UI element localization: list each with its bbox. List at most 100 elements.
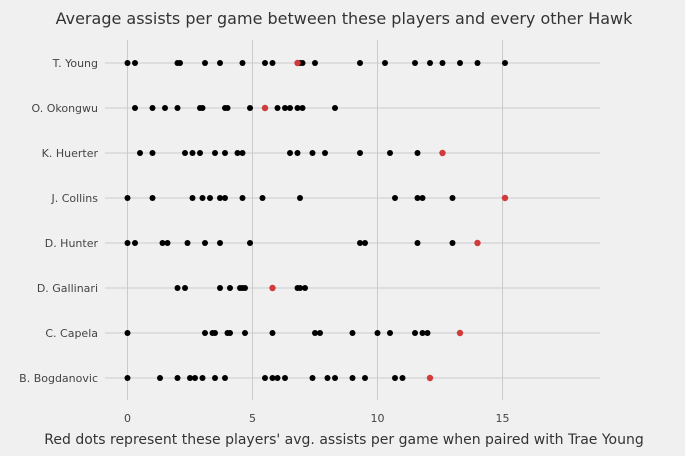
x-tick-label: 10 xyxy=(371,412,385,425)
data-point xyxy=(332,105,338,111)
y-tick-label: T. Young xyxy=(52,57,98,70)
data-point xyxy=(262,375,268,381)
data-point xyxy=(299,60,306,66)
data-point xyxy=(357,60,363,66)
data-point xyxy=(182,150,188,156)
data-point xyxy=(224,105,231,111)
data-point xyxy=(149,105,156,111)
data-point xyxy=(202,240,208,246)
data-point xyxy=(297,195,303,201)
data-point-with-trae xyxy=(269,284,276,292)
data-point xyxy=(387,150,393,156)
data-point xyxy=(317,330,323,336)
x-tick-label: 15 xyxy=(496,412,510,425)
data-point xyxy=(149,195,156,201)
data-point xyxy=(202,330,208,336)
data-point xyxy=(332,375,338,381)
data-point xyxy=(207,195,213,201)
data-point xyxy=(187,375,193,381)
data-point xyxy=(282,375,288,381)
data-point xyxy=(424,330,431,336)
data-point xyxy=(242,285,248,291)
data-point xyxy=(157,375,163,381)
data-point xyxy=(124,240,131,246)
data-point xyxy=(399,375,406,381)
data-point xyxy=(199,105,206,111)
data-point xyxy=(239,60,246,66)
data-point xyxy=(199,375,206,381)
data-point xyxy=(324,375,331,381)
data-point xyxy=(199,195,206,201)
data-point xyxy=(392,195,398,201)
data-point xyxy=(177,60,183,66)
y-tick-label: O. Okongwu xyxy=(32,102,99,115)
data-point xyxy=(124,195,131,201)
data-point xyxy=(239,195,246,201)
data-point xyxy=(282,105,288,111)
data-point xyxy=(184,240,191,246)
data-point xyxy=(309,150,316,156)
data-point xyxy=(362,375,368,381)
data-point xyxy=(124,375,131,381)
data-point xyxy=(247,105,253,111)
data-point xyxy=(217,195,223,201)
data-point xyxy=(262,60,268,66)
data-point xyxy=(312,330,318,336)
data-point xyxy=(419,195,426,201)
data-point xyxy=(427,60,433,66)
data-point xyxy=(302,285,308,291)
x-tick-labels: 0 5 10 15 xyxy=(124,412,510,425)
data-point-with-trae xyxy=(261,104,269,112)
data-point xyxy=(192,375,198,381)
data-point xyxy=(269,330,276,336)
data-point xyxy=(299,105,306,111)
data-point xyxy=(309,375,316,381)
data-point xyxy=(449,195,456,201)
data-point xyxy=(124,330,131,336)
data-point xyxy=(222,150,228,156)
data-point xyxy=(227,285,233,291)
data-point-with-trae xyxy=(294,59,301,67)
data-point xyxy=(197,150,203,156)
data-point xyxy=(227,330,233,336)
data-point xyxy=(222,195,228,201)
data-point xyxy=(202,60,208,66)
data-point xyxy=(439,60,446,66)
data-point xyxy=(159,240,166,246)
x-tick-label: 0 xyxy=(124,412,131,425)
y-tick-label: J. Collins xyxy=(50,192,98,205)
data-point xyxy=(414,150,421,156)
chart-title: Average assists per game between these p… xyxy=(56,9,634,28)
data-point xyxy=(137,150,143,156)
y-tick-label: B. Bogdanovic xyxy=(19,372,98,385)
data-point xyxy=(449,240,456,246)
data-point xyxy=(457,60,463,66)
data-point xyxy=(274,375,281,381)
data-point xyxy=(212,150,218,156)
data-point xyxy=(174,285,181,291)
data-point-with-trae xyxy=(474,239,481,247)
data-point xyxy=(387,330,393,336)
y-tick-label: D. Hunter xyxy=(45,237,99,250)
data-point xyxy=(294,105,301,111)
data-point xyxy=(217,240,223,246)
data-point xyxy=(322,150,328,156)
data-point xyxy=(182,285,188,291)
data-point-with-trae xyxy=(501,194,509,202)
data-point-with-trae xyxy=(426,374,434,382)
data-point xyxy=(217,60,223,66)
data-point xyxy=(212,330,218,336)
data-point xyxy=(474,60,481,66)
data-point xyxy=(349,375,356,381)
data-point xyxy=(287,105,293,111)
data-point xyxy=(312,60,318,66)
data-point-with-trae xyxy=(439,149,446,157)
data-point xyxy=(502,60,508,66)
x-axis-label: Red dots represent these players' avg. a… xyxy=(44,432,643,448)
y-tick-label: D. Gallinari xyxy=(37,282,98,295)
data-point xyxy=(164,240,171,246)
data-point xyxy=(242,330,248,336)
data-point-with-trae xyxy=(456,329,464,337)
data-point xyxy=(294,150,301,156)
